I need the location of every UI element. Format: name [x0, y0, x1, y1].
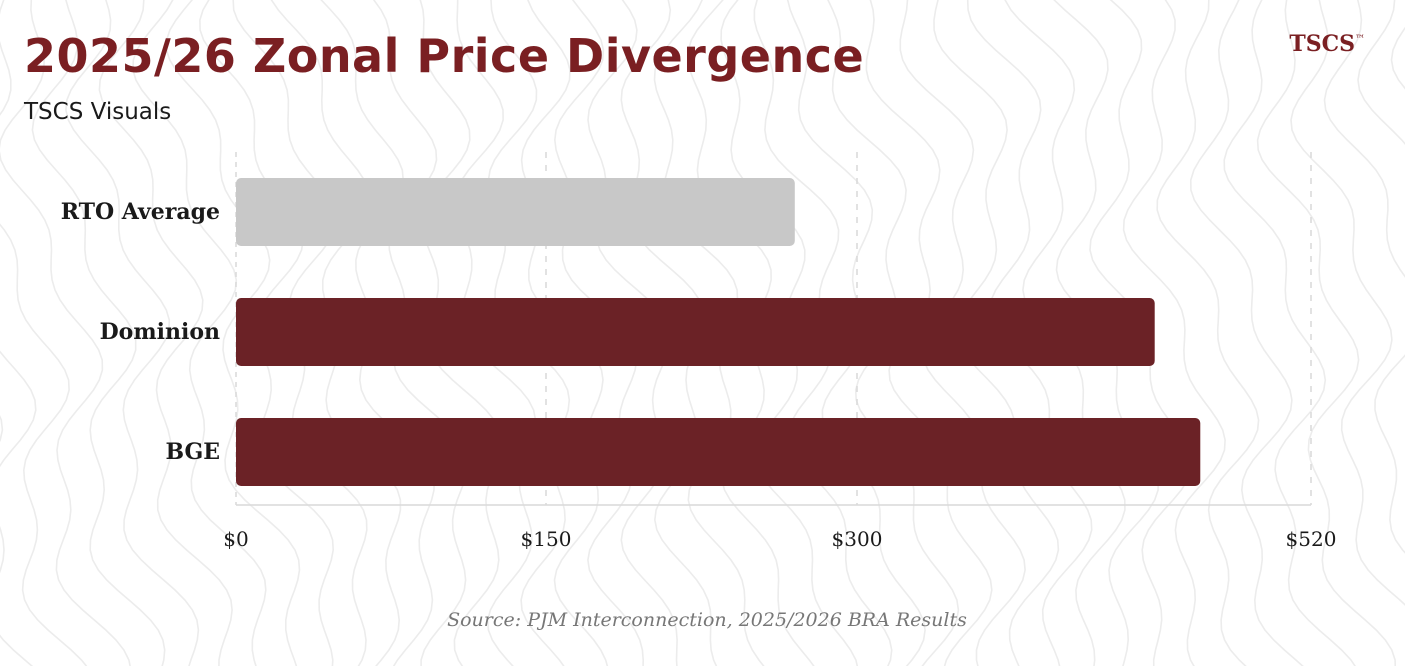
- background-line: [165, 0, 301, 666]
- chart-subtitle: TSCS Visuals: [24, 99, 172, 125]
- background-line: [1156, 0, 1260, 666]
- brand-trademark: ™: [1355, 34, 1365, 45]
- background-line: [0, 0, 131, 666]
- background-line: [1122, 0, 1226, 666]
- background-line: [132, 0, 267, 666]
- bar-rto-average: [236, 178, 795, 246]
- brand-name: TSCS: [1289, 31, 1355, 57]
- background-line: [1256, 0, 1397, 666]
- background-line: [0, 0, 88, 666]
- x-tick-label: $0: [223, 527, 248, 551]
- background-line: [1189, 0, 1304, 666]
- background-line: [1290, 0, 1405, 606]
- category-label: BGE: [165, 439, 220, 465]
- background-line: [1223, 0, 1356, 666]
- background-line: [0, 350, 37, 666]
- x-tick-label: $520: [1286, 527, 1337, 551]
- background-line: [31, 0, 166, 666]
- brand-logo: TSCS™: [1289, 26, 1365, 58]
- category-label: RTO Average: [61, 199, 220, 225]
- bar-bge: [236, 418, 1201, 486]
- bar-dominion: [236, 298, 1155, 366]
- background-line: [65, 0, 200, 666]
- category-label: Dominion: [100, 319, 220, 345]
- x-tick-label: $150: [521, 527, 572, 551]
- background-line: [1323, 0, 1405, 554]
- chart-title: 2025/26 Zonal Price Divergence: [24, 29, 865, 83]
- bar-chart: RTO Average Dominion BGE $0 $150 $300 $520: [61, 152, 1337, 551]
- x-tick-label: $300: [832, 527, 883, 551]
- background-line: [1357, 0, 1405, 146]
- background-line: [98, 0, 233, 666]
- source-note: Source: PJM Interconnection, 2025/2026 B…: [447, 609, 967, 631]
